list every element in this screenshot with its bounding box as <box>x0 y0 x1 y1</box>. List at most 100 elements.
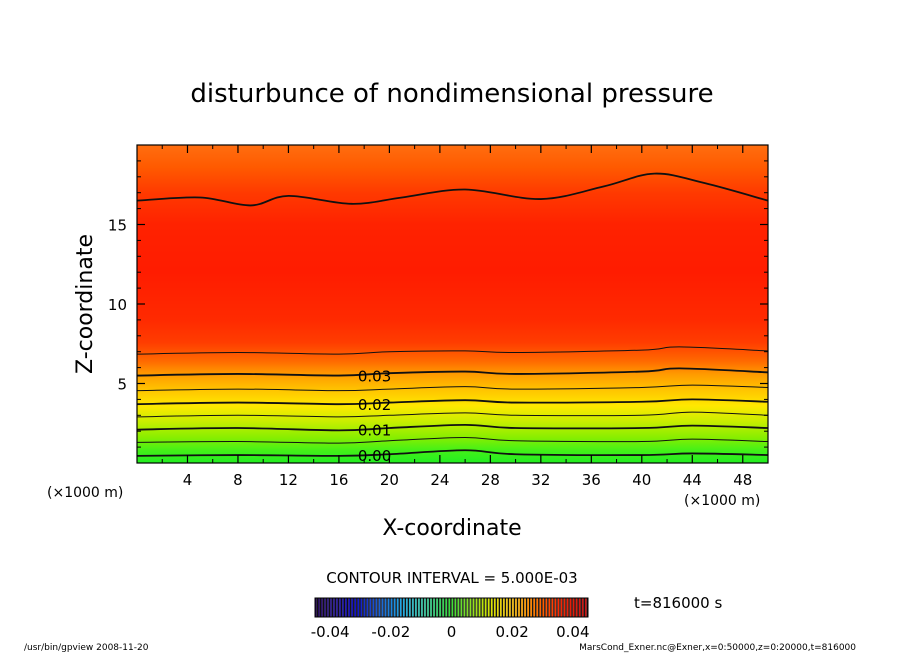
colorbar-gap-30 <box>407 598 410 617</box>
colorbar-gap-64 <box>510 598 513 617</box>
colorbar-gap-69 <box>525 598 528 617</box>
y-tick-label-2: 15 <box>108 217 127 235</box>
colorbar-cell-13 <box>354 598 357 617</box>
colorbar-cell-77 <box>548 598 551 617</box>
colorbar-gap-28 <box>401 598 403 617</box>
colorbar-gap-34 <box>419 598 422 617</box>
colorbar-cell-89 <box>584 598 587 617</box>
colorbar-gap-79 <box>556 598 558 617</box>
colorbar-cell-0 <box>315 598 317 617</box>
colorbar-cell-21 <box>378 598 381 617</box>
colorbar-gap-37 <box>428 598 431 617</box>
colorbar-cell-43 <box>445 598 448 617</box>
colorbar-cell-35 <box>421 598 423 617</box>
colorbar-cell-86 <box>575 598 578 617</box>
colorbar-gap-29 <box>404 598 406 617</box>
colorbar-gap-20 <box>377 598 379 617</box>
colorbar-gap-5 <box>331 598 334 617</box>
colorbar-cell-3 <box>324 598 326 617</box>
colorbar-cell-32 <box>412 598 414 617</box>
colorbar-tick-label-2: 0 <box>447 623 457 641</box>
colorbar-gap-52 <box>474 598 476 617</box>
colorbar-gap-26 <box>395 598 397 617</box>
colorbar-gap-66 <box>516 598 519 617</box>
colorbar-cell-75 <box>542 598 545 617</box>
x-tick-label-10: 44 <box>683 471 702 489</box>
colorbar-cell-79 <box>554 598 557 617</box>
colorbar-cell-73 <box>536 598 539 617</box>
x-tick-label-0: 4 <box>183 471 193 489</box>
colorbar-gap-11 <box>350 598 352 617</box>
colorbar-cell-36 <box>424 598 426 617</box>
contour-line-2 <box>136 423 769 432</box>
colorbar-gap-17 <box>368 598 370 617</box>
colorbar-cell-64 <box>509 598 511 617</box>
colorbar-gap-22 <box>383 598 385 617</box>
colorbar-gap-89 <box>586 598 588 617</box>
colorbar-cell-9 <box>342 598 344 617</box>
colorbar-gap-44 <box>450 598 452 617</box>
colorbar-gap-0 <box>316 598 319 617</box>
x-tick-label-5: 24 <box>430 471 449 489</box>
colorbar-gap-81 <box>562 598 564 617</box>
colorbar-cell-82 <box>563 598 566 617</box>
contour-line-3 <box>136 411 769 418</box>
colorbar-cell-25 <box>390 598 393 617</box>
colorbar-gap-72 <box>535 598 537 617</box>
colorbar-cell-68 <box>521 598 523 617</box>
colorbar-cell-63 <box>506 598 508 617</box>
contour-line-0 <box>136 449 769 457</box>
colorbar-cell-44 <box>448 598 451 617</box>
colorbar-gap-14 <box>359 598 361 617</box>
colorbar-cell-51 <box>469 598 472 617</box>
colorbar-gap-55 <box>483 598 485 617</box>
contour-label-1: 0.01 <box>358 422 391 440</box>
colorbar-gap-39 <box>434 598 437 617</box>
colorbar-cell-14 <box>357 598 360 617</box>
colorbar-gap-63 <box>507 598 510 617</box>
colorbar-cell-4 <box>327 598 329 617</box>
colorbar-cell-74 <box>539 598 542 617</box>
colorbar-gap-16 <box>365 598 367 617</box>
contour-line-6 <box>136 367 769 377</box>
colorbar-cell-23 <box>384 598 387 617</box>
colorbar-gap-86 <box>577 598 579 617</box>
colorbar-gap-9 <box>343 598 346 617</box>
colorbar-cell-10 <box>345 598 348 617</box>
colorbar-tick-label-4: 0.04 <box>556 623 589 641</box>
colorbar-cell-17 <box>366 598 369 617</box>
colorbar-cell-61 <box>500 598 502 617</box>
colorbar-cell-27 <box>396 598 399 617</box>
colorbar-cell-46 <box>454 598 457 617</box>
colorbar-cell-26 <box>393 598 396 617</box>
colorbar-gap-35 <box>422 598 425 617</box>
colorbar-gap-87 <box>580 598 582 617</box>
colorbar-gap-77 <box>550 598 552 617</box>
colorbar-cell-47 <box>457 598 460 617</box>
colorbar-cell-58 <box>490 598 493 617</box>
colorbar-cell-72 <box>533 598 536 617</box>
colorbar-cell-76 <box>545 598 548 617</box>
colorbar-gap-54 <box>480 598 482 617</box>
colorbar-gap-25 <box>392 598 394 617</box>
colorbar-cell-33 <box>415 598 417 617</box>
colorbar-cell-11 <box>348 598 351 617</box>
colorbar-gap-31 <box>410 598 413 617</box>
contour-line-8 <box>136 172 769 207</box>
colorbar-cell-80 <box>557 598 560 617</box>
colorbar-gap-6 <box>334 598 337 617</box>
colorbar-gap-45 <box>453 598 455 617</box>
colorbar-cell-18 <box>369 598 372 617</box>
colorbar-gap-51 <box>471 598 473 617</box>
y-axis-label: Z-coordinate <box>73 234 98 374</box>
colorbar-gap-60 <box>498 598 501 617</box>
x-unit-label: (×1000 m) <box>684 493 760 509</box>
colorbar-gap-58 <box>492 598 494 617</box>
colorbar-gap-4 <box>328 598 331 617</box>
colorbar-gap-42 <box>444 598 446 617</box>
colorbar-cell-66 <box>515 598 517 617</box>
colorbar-gap-76 <box>547 598 549 617</box>
colorbar-gap-53 <box>477 598 479 617</box>
colorbar-cell-22 <box>381 598 384 617</box>
contour-lines <box>136 172 769 457</box>
